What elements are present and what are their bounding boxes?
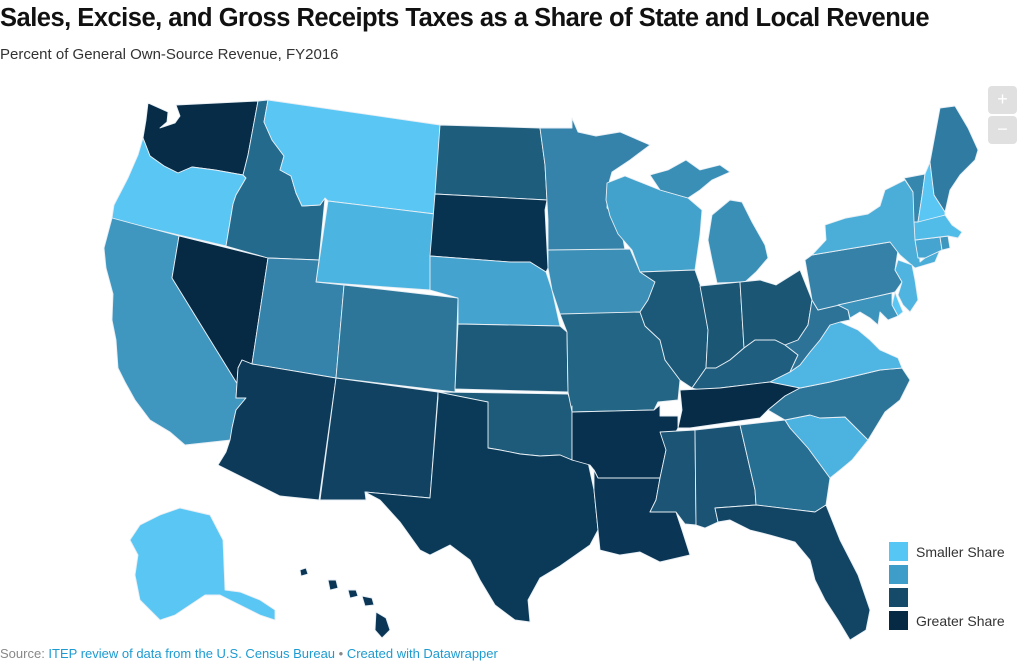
- source-link[interactable]: ITEP review of data from the U.S. Census…: [48, 646, 336, 661]
- state-HI[interactable]: [299, 567, 391, 639]
- state-MD[interactable]: [837, 292, 899, 326]
- state-TX[interactable]: [364, 391, 599, 623]
- state-KS[interactable]: [454, 323, 569, 393]
- state-NJ[interactable]: [894, 259, 919, 313]
- legend-label: Smaller Share: [916, 543, 1005, 560]
- state-MA[interactable]: [913, 214, 963, 241]
- legend-item: [889, 563, 1005, 586]
- zoom-in-button[interactable]: +: [988, 86, 1017, 114]
- chart-title: Sales, Excise, and Gross Receipts Taxes …: [0, 4, 930, 32]
- chart-subtitle: Percent of General Own-Source Revenue, F…: [0, 46, 339, 63]
- state-WI[interactable]: [605, 175, 703, 273]
- datawrapper-link[interactable]: Created with Datawrapper: [346, 646, 498, 661]
- legend-item: [889, 586, 1005, 609]
- state-FL[interactable]: [714, 504, 871, 641]
- legend-swatch-greater: [889, 611, 908, 630]
- source-prefix: Source:: [0, 646, 49, 661]
- legend-item: Greater Share: [889, 609, 1005, 632]
- state-MN[interactable]: [539, 117, 651, 251]
- state-WV[interactable]: [784, 299, 851, 373]
- legend-label: Greater Share: [916, 612, 1005, 629]
- state-AZ[interactable]: [217, 359, 337, 501]
- legend-swatch-3: [889, 588, 908, 607]
- footer: Source: ITEP review of data from the U.S…: [0, 646, 498, 661]
- zoom-out-button[interactable]: −: [988, 116, 1017, 144]
- footer-separator: •: [335, 646, 347, 661]
- legend: Smaller Share Greater Share: [889, 540, 1005, 632]
- legend-swatch-2: [889, 565, 908, 584]
- state-MI[interactable]: [649, 159, 769, 284]
- legend-item: Smaller Share: [889, 540, 1005, 563]
- state-WY[interactable]: [315, 200, 436, 291]
- state-NE[interactable]: [429, 255, 561, 327]
- state-AK[interactable]: [129, 507, 276, 621]
- legend-swatch-smaller: [889, 542, 908, 561]
- state-CO[interactable]: [335, 284, 459, 393]
- state-RI[interactable]: [939, 235, 951, 251]
- state-NM[interactable]: [319, 377, 439, 501]
- state-ND[interactable]: [434, 124, 548, 201]
- state-ME[interactable]: [929, 105, 979, 213]
